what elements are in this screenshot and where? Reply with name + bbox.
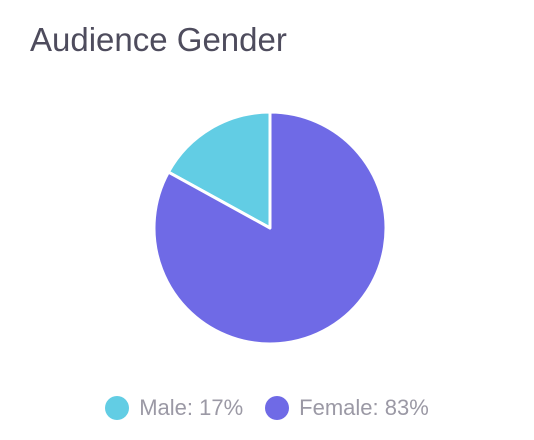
pie-slice-male[interactable] [166, 110, 272, 230]
legend-label-male: Male: 17% [139, 395, 244, 420]
legend-label-female: Female: 83% [299, 395, 429, 420]
pie-slice-female[interactable] [152, 110, 388, 346]
legend-marker-female [265, 396, 290, 420]
legend-item-female[interactable]: Female: 83% [265, 395, 429, 421]
legend-marker-male [105, 396, 130, 420]
chart-title: Audience Gender [30, 21, 287, 58]
chart-legend: Male: 17% Female: 83% [0, 392, 534, 424]
legend-item-male[interactable]: Male: 17% [105, 395, 243, 421]
